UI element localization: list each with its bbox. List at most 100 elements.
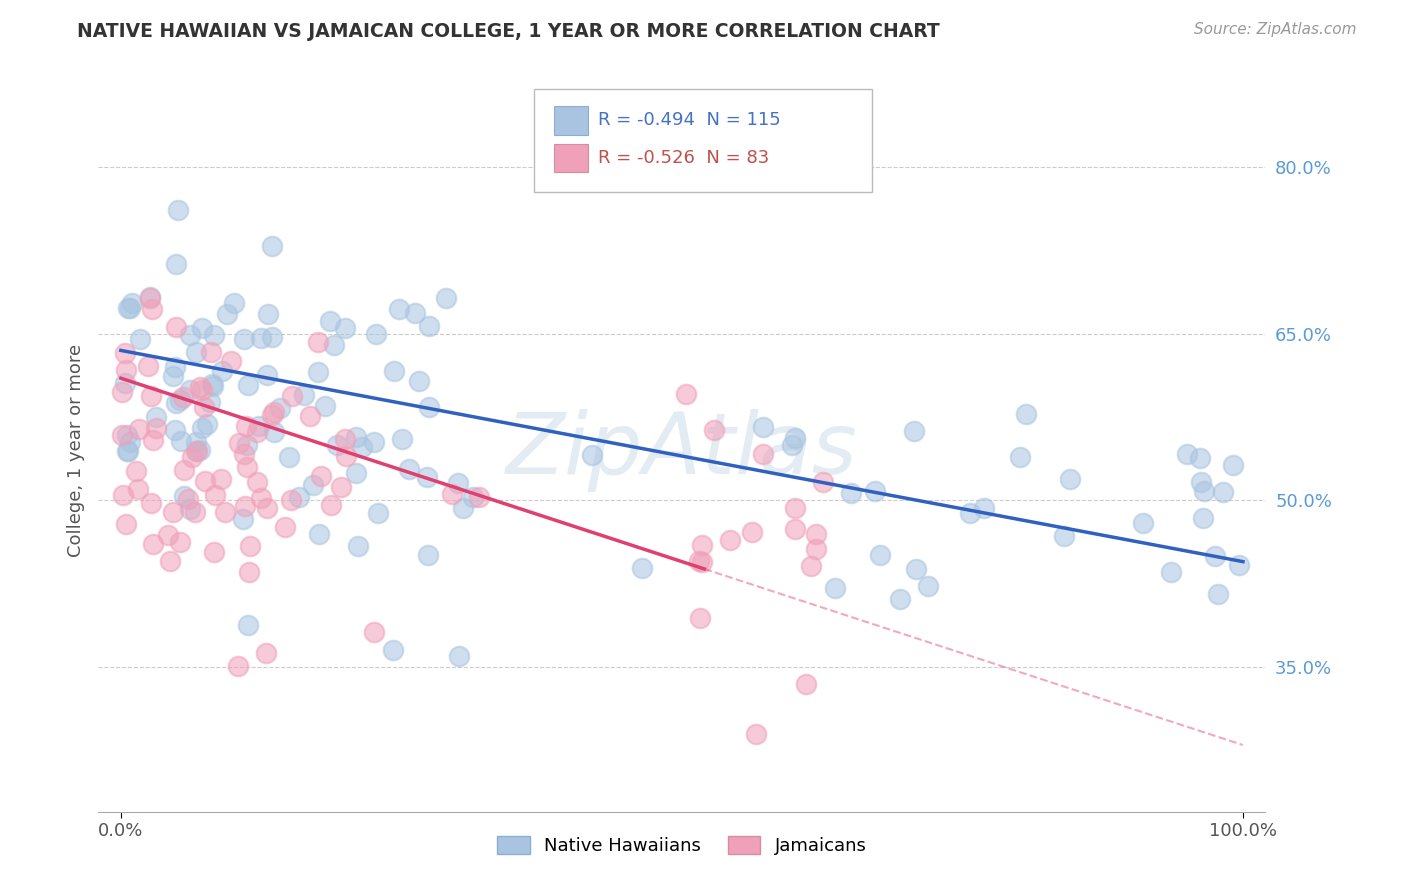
Point	[447, 475, 470, 490]
Point	[434, 291, 457, 305]
Point	[440, 486, 463, 500]
Point	[125, 464, 148, 478]
Point	[250, 491, 273, 505]
Point	[142, 537, 165, 551]
Point	[228, 436, 250, 450]
Point	[179, 501, 201, 516]
Point	[811, 475, 834, 490]
Text: R = -0.494  N = 115: R = -0.494 N = 115	[598, 112, 780, 129]
Point	[184, 505, 207, 519]
Point	[382, 364, 405, 378]
Point	[277, 450, 299, 464]
Point	[302, 477, 325, 491]
Point	[326, 438, 349, 452]
Point	[782, 438, 804, 452]
Point	[1175, 447, 1198, 461]
Point	[195, 417, 218, 431]
Point	[889, 591, 911, 606]
Point	[280, 389, 302, 403]
Point	[741, 524, 763, 539]
Point	[367, 506, 389, 520]
Point	[117, 428, 139, 442]
Point	[236, 378, 259, 392]
Point	[202, 379, 225, 393]
Point	[288, 490, 311, 504]
Point	[321, 498, 343, 512]
Point	[263, 425, 285, 439]
Point	[214, 505, 236, 519]
Point	[794, 677, 817, 691]
Point	[162, 369, 184, 384]
Point	[209, 472, 232, 486]
Point	[418, 318, 440, 333]
Point	[186, 435, 208, 450]
Point	[350, 440, 373, 454]
Point	[117, 444, 139, 458]
Point	[198, 395, 221, 409]
Point	[381, 642, 404, 657]
Point	[1206, 587, 1229, 601]
Point	[783, 500, 806, 515]
Point	[1189, 450, 1212, 465]
Point	[235, 438, 257, 452]
Point	[115, 363, 138, 377]
Point	[201, 377, 224, 392]
Point	[128, 422, 150, 436]
Point	[121, 296, 143, 310]
Point	[398, 462, 420, 476]
Point	[202, 327, 225, 342]
Point	[863, 483, 886, 498]
Point	[1059, 472, 1081, 486]
Point	[973, 501, 995, 516]
Point	[165, 423, 187, 437]
Point	[115, 517, 138, 532]
Point	[1132, 516, 1154, 531]
Point	[159, 554, 181, 568]
Point	[172, 390, 194, 404]
Point	[260, 238, 283, 252]
Point	[114, 346, 136, 360]
Point	[416, 470, 439, 484]
Point	[111, 384, 134, 399]
Point	[217, 307, 239, 321]
Point	[129, 333, 152, 347]
Point	[204, 488, 226, 502]
Point	[186, 444, 208, 458]
Point	[120, 301, 142, 315]
Point	[191, 321, 214, 335]
Point	[363, 625, 385, 640]
Point	[236, 459, 259, 474]
Point	[631, 561, 654, 575]
Point	[169, 534, 191, 549]
Point	[145, 410, 167, 425]
Point	[1227, 558, 1250, 573]
Point	[173, 489, 195, 503]
Point	[1222, 458, 1244, 472]
Point	[191, 421, 214, 435]
Point	[263, 405, 285, 419]
Point	[675, 387, 697, 401]
Point	[292, 387, 315, 401]
Point	[141, 302, 163, 317]
Point	[391, 432, 413, 446]
Point	[311, 469, 333, 483]
Point	[246, 425, 269, 439]
Point	[142, 433, 165, 447]
Y-axis label: College, 1 year or more: College, 1 year or more	[66, 344, 84, 557]
Point	[181, 450, 204, 464]
Point	[202, 545, 225, 559]
Point	[904, 562, 927, 576]
Point	[280, 493, 302, 508]
Text: R = -0.526  N = 83: R = -0.526 N = 83	[598, 149, 769, 167]
Point	[136, 359, 159, 373]
Point	[1192, 484, 1215, 499]
Point	[839, 486, 862, 500]
Point	[235, 419, 257, 434]
Point	[785, 522, 807, 536]
Point	[226, 659, 249, 673]
Point	[333, 320, 356, 334]
Point	[299, 409, 322, 424]
Point	[468, 490, 491, 504]
Point	[418, 400, 440, 414]
Point	[307, 334, 329, 349]
